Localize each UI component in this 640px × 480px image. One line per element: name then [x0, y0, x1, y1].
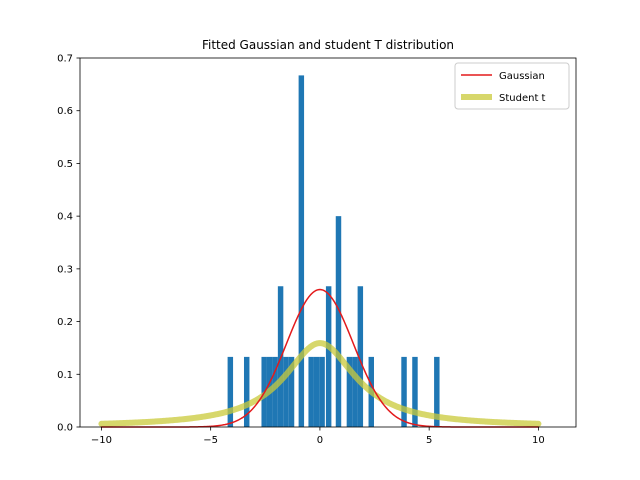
histogram-bar [319, 356, 325, 427]
axes: −10 −5 0 5 10 0.0 0.1 0.2 0.3 0.4 0.5 0.6 0.7 [57, 54, 577, 446]
y-tick-label: 0.0 [57, 423, 73, 434]
histogram-bar [401, 356, 407, 427]
x-tick-label: −10 [91, 435, 112, 446]
x-tick-label: 0 [317, 435, 323, 446]
histogram-bar [357, 286, 364, 427]
histogram-bar [288, 356, 295, 427]
x-tick-label: 10 [532, 435, 545, 446]
histogram-bar [325, 286, 332, 427]
histogram-bar [298, 75, 305, 427]
y-tick-label: 0.1 [57, 370, 73, 381]
histogram-bar [412, 356, 418, 427]
histogram-bar [227, 356, 234, 427]
legend-entry-student-t-label: Student t [499, 93, 546, 104]
histogram-bar [434, 356, 440, 427]
y-tick-label: 0.4 [57, 212, 73, 223]
chart-title: Fitted Gaussian and student T distributi… [202, 38, 454, 52]
histogram-bar [313, 356, 320, 427]
plot-frame [79, 57, 577, 428]
histogram-bar [283, 356, 289, 427]
y-tick-label: 0.6 [57, 106, 73, 117]
legend: Gaussian Student t [454, 62, 570, 110]
histogram-bar [272, 356, 278, 427]
y-tick-label: 0.7 [57, 54, 73, 65]
histogram-bar [308, 356, 314, 427]
histogram-bar [352, 356, 358, 427]
legend-entry-gaussian-label: Gaussian [499, 71, 545, 82]
histogram-bar [243, 356, 250, 427]
student-t-curve [98, 340, 542, 427]
x-tick-label: −5 [203, 435, 218, 446]
histogram-bar [346, 356, 353, 427]
y-tick-label: 0.3 [57, 264, 73, 275]
y-tick-label: 0.2 [57, 317, 73, 328]
y-tick-label: 0.5 [57, 159, 73, 170]
histogram-bar [335, 216, 342, 427]
x-tick-label: 5 [426, 435, 432, 446]
